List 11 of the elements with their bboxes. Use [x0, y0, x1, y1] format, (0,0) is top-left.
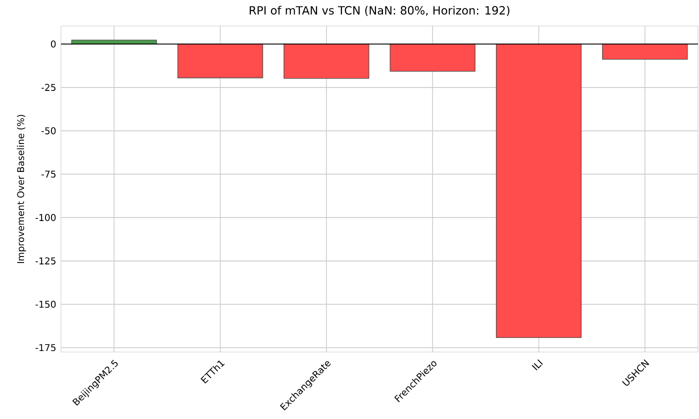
y-tick-label: -175	[36, 344, 56, 352]
x-tick-label: ILI	[532, 359, 543, 370]
y-tick-label: -100	[36, 214, 56, 222]
y-axis-title: Improvement Over Baseline (%)	[16, 114, 26, 264]
y-tick-label: -25	[42, 84, 56, 91]
chart-title: RPI of mTAN vs TCN (NaN: 80%, Horizon: 192)	[250, 6, 510, 16]
y-tick-label: -75	[42, 170, 56, 178]
y-tick-label: -150	[36, 300, 56, 308]
y-tick-label: -125	[36, 257, 56, 264]
y-tick-label: 0	[50, 40, 56, 48]
y-tick-label: -50	[42, 127, 56, 134]
